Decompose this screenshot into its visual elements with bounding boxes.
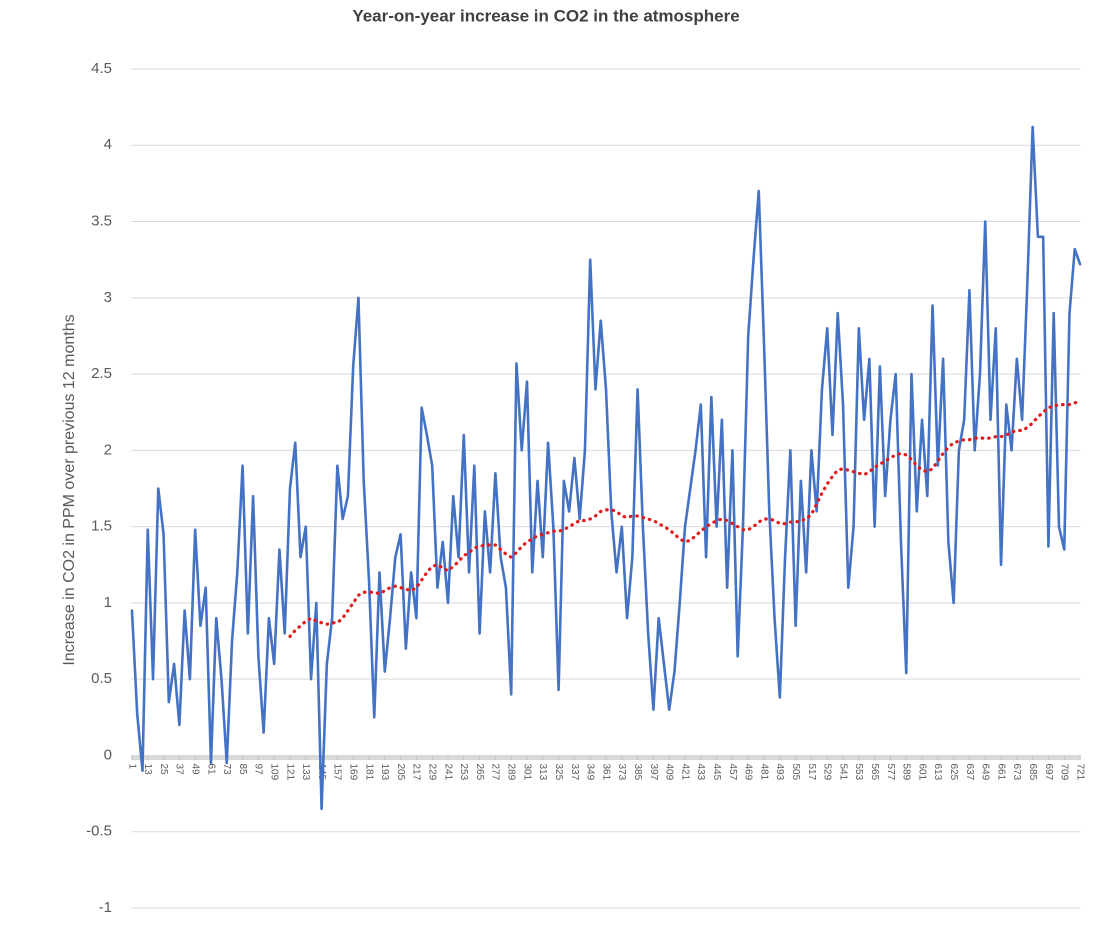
chart-title: Year-on-year increase in CO2 in the atmo…	[352, 6, 739, 25]
x-tick-label: 445	[711, 763, 722, 780]
y-tick-label: -0.5	[86, 823, 112, 840]
x-tick-label: 637	[964, 763, 975, 780]
x-tick-label: 541	[837, 763, 848, 780]
y-tick-label: 0.5	[91, 670, 112, 687]
y-tick-label: 4.5	[91, 60, 112, 77]
y-tick-label: 4	[104, 136, 112, 153]
y-tick-label: 1.5	[91, 518, 112, 535]
x-tick-label: 673	[1011, 763, 1022, 780]
x-tick-label: 325	[553, 763, 564, 780]
x-tick-label: 313	[537, 763, 548, 780]
x-tick-label: 457	[727, 763, 738, 780]
x-tick-label: 97	[253, 763, 264, 775]
x-tick-label: 433	[695, 763, 706, 780]
x-tick-label: 649	[980, 763, 991, 780]
x-tick-label: 493	[774, 763, 785, 780]
x-tick-label: 469	[743, 763, 754, 780]
x-tick-label: 361	[600, 763, 611, 780]
x-tick-label: 73	[221, 763, 232, 775]
x-tick-label: 589	[901, 763, 912, 780]
x-tick-label: 61	[205, 763, 216, 775]
x-tick-label: 229	[427, 763, 438, 780]
x-tick-label: 157	[332, 763, 343, 780]
x-tick-label: 529	[822, 763, 833, 780]
x-tick-label: 553	[853, 763, 864, 780]
x-tick-label: 625	[948, 763, 959, 780]
x-tick-label: 397	[648, 763, 659, 780]
x-tick-label: 193	[379, 763, 390, 780]
x-tick-label: 505	[790, 763, 801, 780]
x-tick-label: 217	[411, 763, 422, 780]
x-tick-label: 409	[664, 763, 675, 780]
y-tick-label: 1	[104, 594, 112, 611]
x-tick-label: 13	[142, 763, 153, 775]
x-tick-label: 289	[506, 763, 517, 780]
x-tick-label: 349	[585, 763, 596, 780]
y-tick-label: 0	[104, 746, 112, 763]
x-tick-label: 85	[237, 763, 248, 775]
y-tick-label: 3.5	[91, 213, 112, 230]
x-tick-label: 277	[490, 763, 501, 780]
x-tick-label: 565	[869, 763, 880, 780]
x-tick-label: 205	[395, 763, 406, 780]
x-tick-label: 1	[126, 763, 137, 769]
data-line	[288, 398, 1082, 639]
x-tick-label: 49	[190, 763, 201, 775]
x-tick-label: 661	[995, 763, 1006, 780]
x-tick-label: 721	[1074, 763, 1085, 780]
y-tick-label: 2.5	[91, 365, 112, 382]
y-axis-label: Increase in CO2 in PPM over previous 12 …	[61, 314, 78, 665]
x-tick-label: 601	[916, 763, 927, 780]
x-tick-label: 481	[758, 763, 769, 780]
x-tick-label: 121	[284, 763, 295, 780]
x-tick-label: 37	[174, 763, 185, 775]
x-tick-label: 253	[458, 763, 469, 780]
y-tick-label: 2	[104, 441, 112, 458]
x-tick-label: 421	[679, 763, 690, 780]
x-tick-label: 577	[885, 763, 896, 780]
y-tick-label: 3	[104, 289, 112, 306]
x-tick-label: 685	[1027, 763, 1038, 780]
data-line	[130, 125, 1082, 811]
x-tick-label: 265	[474, 763, 485, 780]
x-tick-label: 373	[616, 763, 627, 780]
x-tick-label: 709	[1059, 763, 1070, 780]
x-tick-label: 697	[1043, 763, 1054, 780]
y-tick-label: -1	[99, 899, 112, 916]
x-tick-label: 337	[569, 763, 580, 780]
x-tick-label: 181	[363, 763, 374, 780]
x-tick-label: 517	[806, 763, 817, 780]
x-tick-label: 25	[158, 763, 169, 775]
x-tick-label: 385	[632, 763, 643, 780]
x-tick-label: 241	[442, 763, 453, 780]
x-tick-label: 613	[932, 763, 943, 780]
x-tick-label: 169	[348, 763, 359, 780]
x-tick-label: 301	[521, 763, 532, 780]
x-tick-label: 109	[269, 763, 280, 780]
x-tick-label: 133	[300, 763, 311, 780]
